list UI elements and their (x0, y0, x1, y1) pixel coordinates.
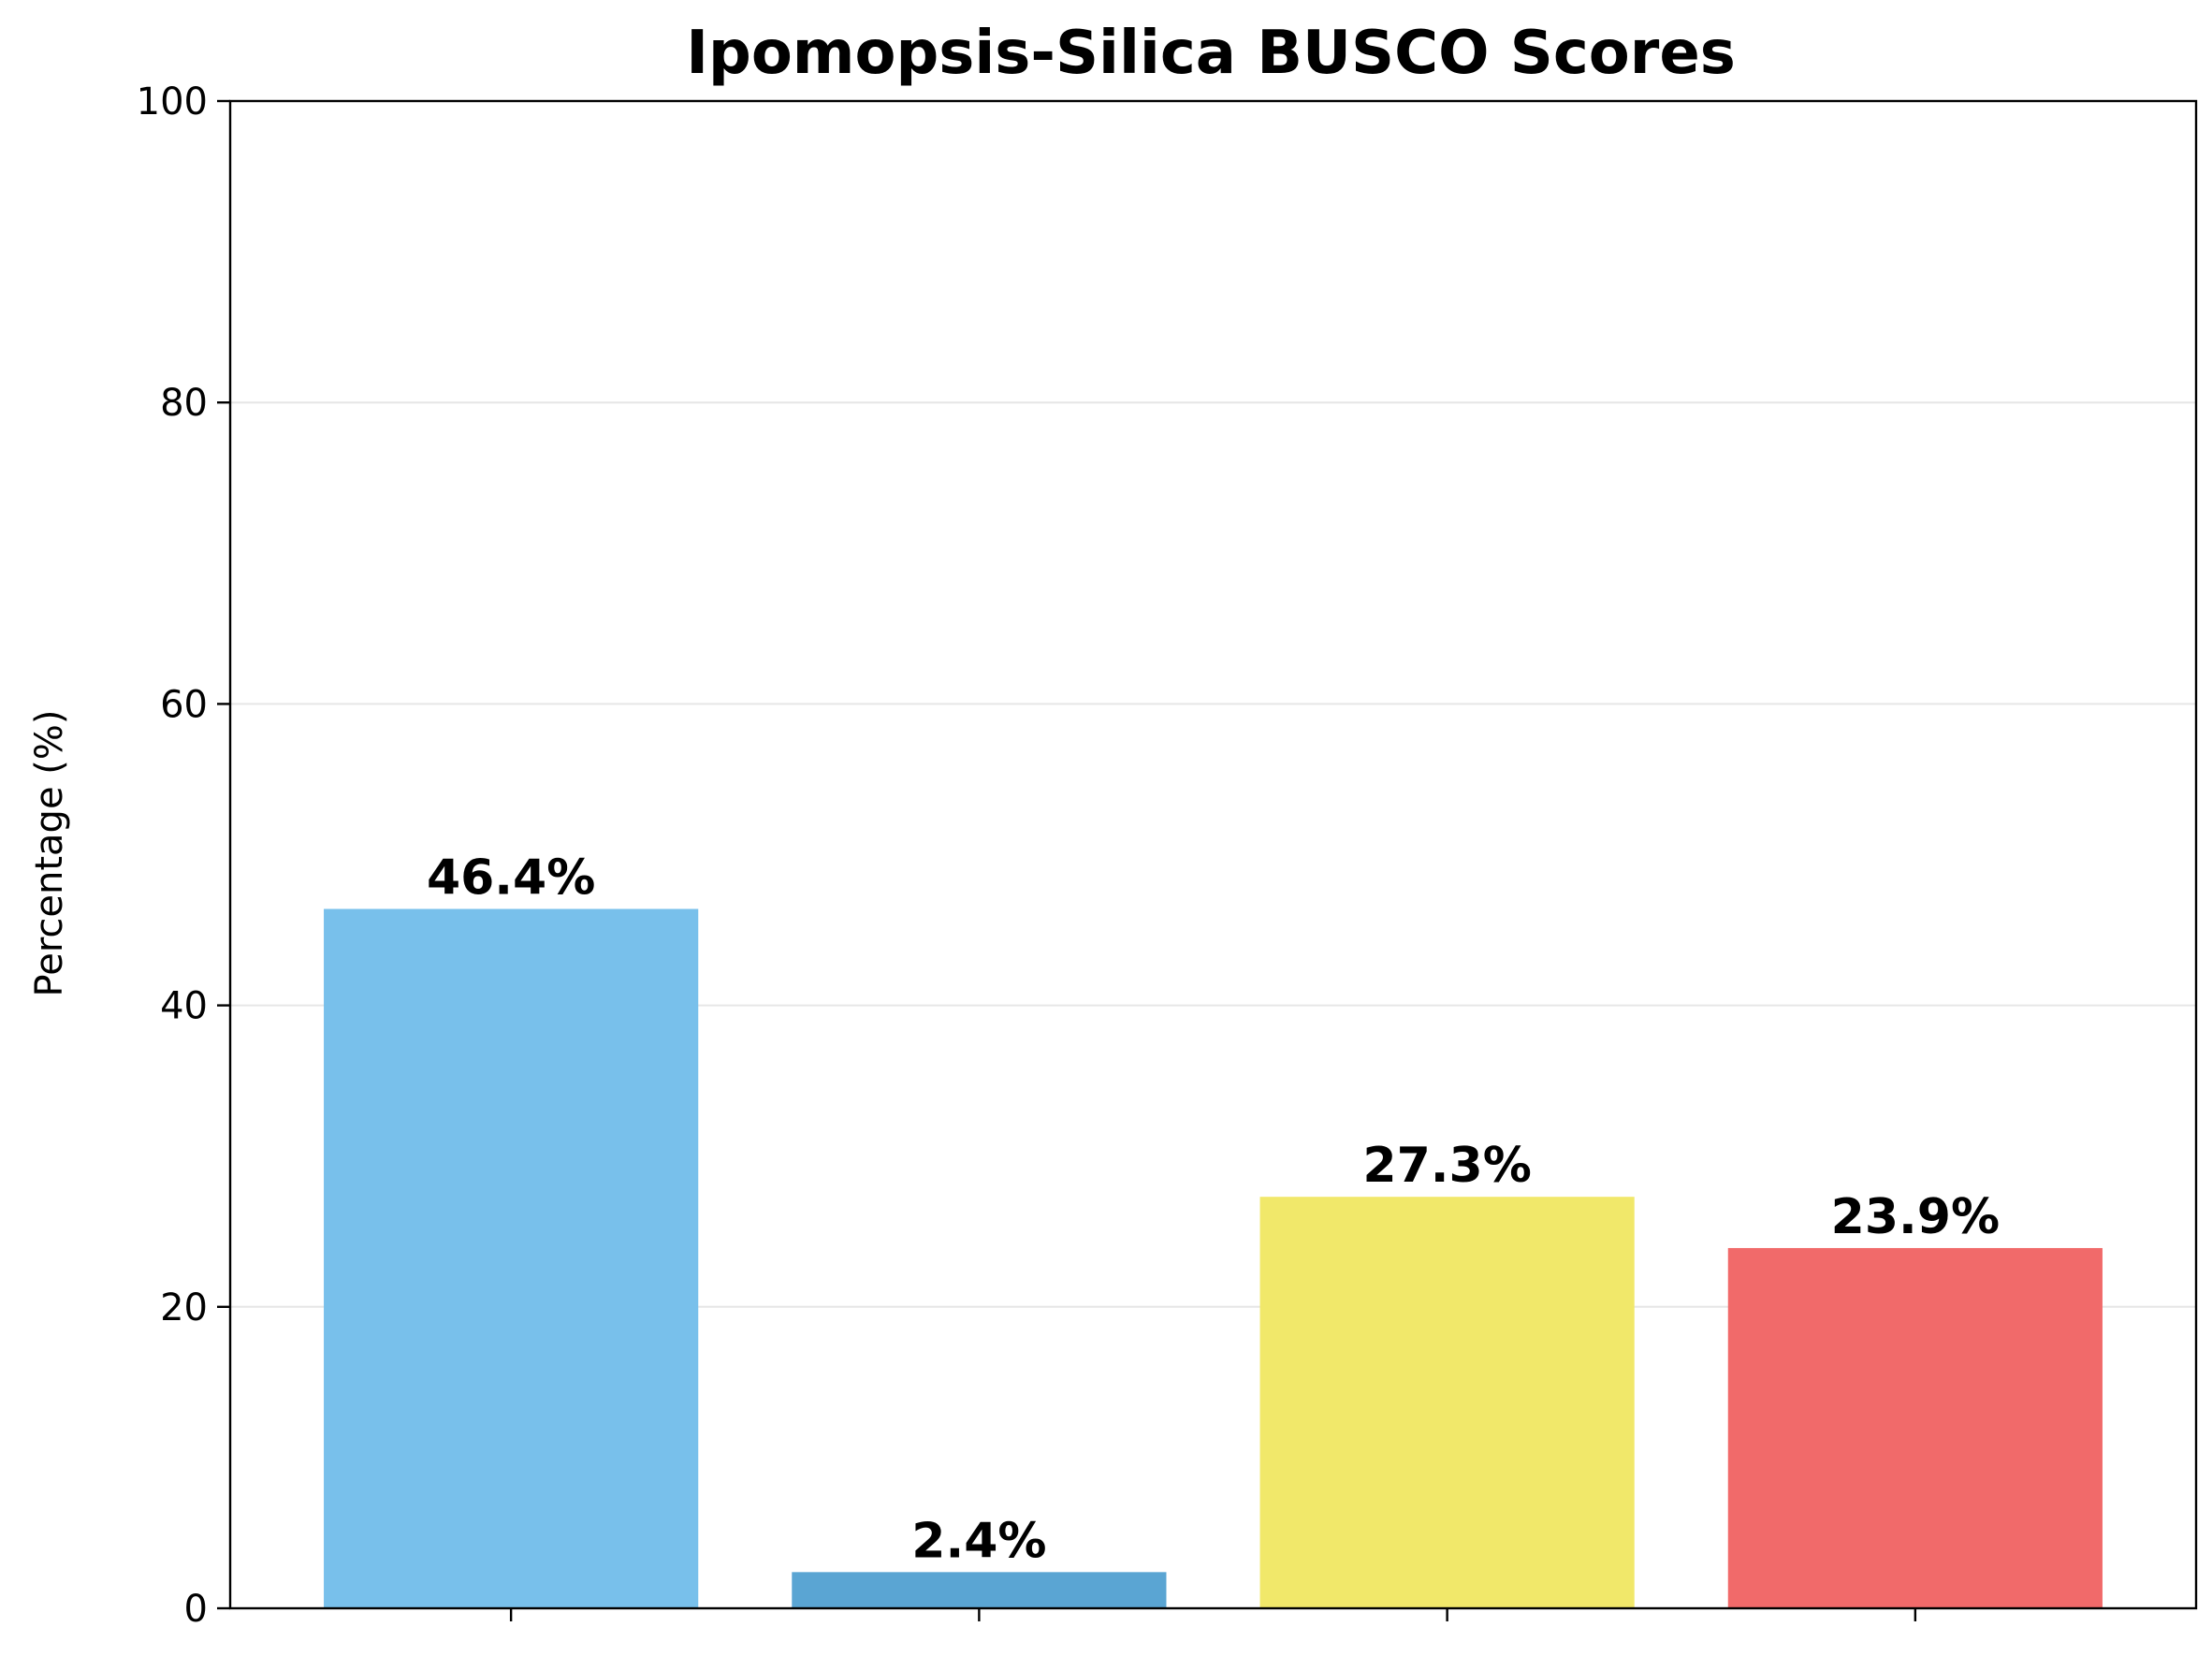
chart-title: Ipomopsis-Silica BUSCO Scores (686, 19, 1736, 88)
bar-value-label: 27.3% (1362, 1138, 1531, 1194)
y-tick-label: 60 (160, 683, 208, 726)
y-tick-label: 40 (160, 985, 208, 1028)
bars (324, 908, 2103, 1608)
y-tick-label: 0 (184, 1588, 208, 1631)
bar-value-label: 46.4% (427, 850, 595, 906)
bar-value-labels: 46.4% 2.4% 27.3% 23.9% (427, 850, 2000, 1569)
y-tick-label: 80 (160, 382, 208, 425)
plot-frame (228, 99, 2198, 1610)
bar (1727, 1247, 2103, 1608)
bar-value-label: 23.9% (1831, 1189, 2000, 1245)
axes: 0 20 40 60 80 100 (137, 80, 2198, 1631)
bar (1259, 1197, 1635, 1608)
bar (324, 908, 699, 1608)
bar (792, 1572, 1167, 1608)
y-tick-label: 20 (160, 1286, 208, 1329)
y-axis-label: Percentage (%) (28, 710, 71, 997)
y-tick-label: 100 (137, 80, 208, 123)
bar-value-label: 2.4% (911, 1513, 1046, 1569)
